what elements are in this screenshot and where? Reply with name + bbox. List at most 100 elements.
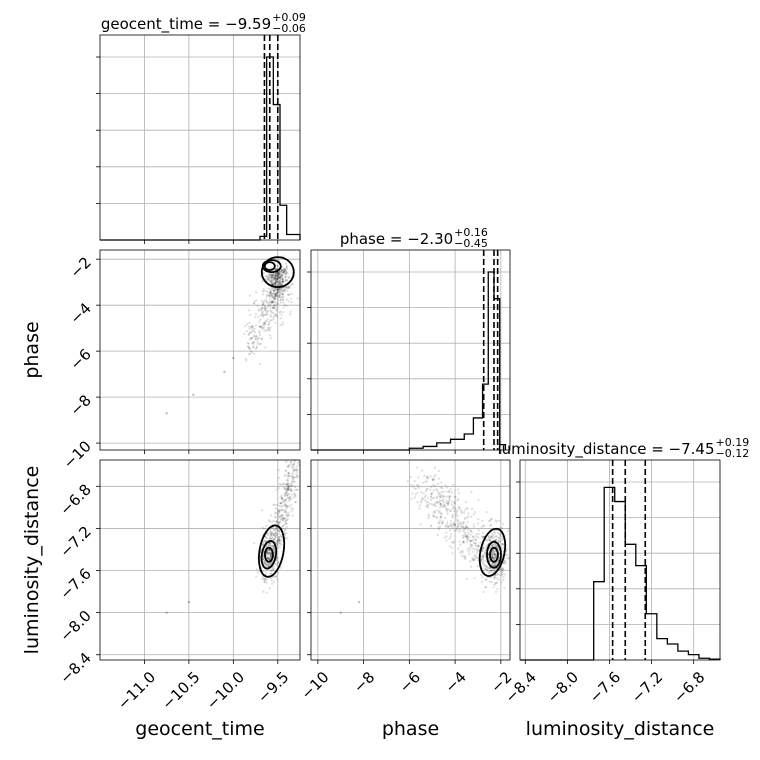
- scatter-point: [223, 370, 226, 374]
- scatter-point: [266, 275, 269, 278]
- scatter-point: [467, 515, 470, 518]
- scatter-point: [483, 564, 487, 567]
- scatter-point: [272, 520, 276, 523]
- scatter-point: [291, 282, 294, 285]
- scatter-point: [447, 497, 451, 500]
- scatter-point: [275, 281, 278, 284]
- scatter-point: [285, 532, 288, 535]
- scatter-point: [454, 495, 457, 499]
- scatter-point: [497, 536, 500, 539]
- scatter-point: [274, 277, 277, 280]
- scatter-point: [275, 526, 278, 529]
- scatter-point: [283, 502, 286, 505]
- scatter-point: [339, 611, 342, 614]
- scatter-point: [437, 469, 441, 473]
- scatter-point: [269, 556, 272, 559]
- scatter-point: [444, 524, 447, 527]
- x-axis-label-luminosity_distance: luminosity_distance: [526, 718, 715, 740]
- scatter-point: [271, 301, 275, 304]
- scatter-point: [254, 335, 258, 338]
- scatter-point: [286, 286, 289, 289]
- scatter-point: [472, 556, 475, 560]
- scatter-point: [281, 518, 284, 521]
- scatter-point: [480, 555, 483, 558]
- scatter-point: [456, 519, 460, 522]
- scatter-panel-phase_vs_luminosity_distance: [307, 459, 514, 664]
- scatter-point: [273, 282, 276, 285]
- scatter-point: [456, 525, 460, 528]
- hist-panel-phase: [307, 249, 511, 454]
- title-lower-error: −0.45: [454, 237, 488, 250]
- scatter-point: [272, 289, 275, 292]
- scatter-point: [470, 490, 473, 494]
- scatter-point: [277, 288, 280, 291]
- scatter-point: [278, 293, 282, 296]
- scatter-point: [481, 554, 485, 558]
- scatter-point: [278, 538, 281, 541]
- scatter-point: [298, 463, 300, 467]
- scatter-point: [487, 536, 491, 539]
- x-tick-label-phase: −6: [396, 668, 424, 696]
- scatter-point: [278, 514, 281, 517]
- scatter-point: [482, 531, 485, 534]
- scatter-point: [467, 536, 470, 539]
- scatter-point: [284, 287, 288, 290]
- scatter-point: [462, 541, 465, 544]
- scatter-point: [471, 557, 474, 561]
- scatter-point: [263, 580, 266, 584]
- scatter-point: [489, 570, 493, 573]
- scatter-point: [277, 276, 281, 279]
- scatter-point: [279, 299, 282, 302]
- scatter-point: [481, 549, 484, 552]
- scatter-point: [282, 306, 285, 309]
- scatter-point: [490, 517, 494, 520]
- scatter-point: [273, 297, 276, 301]
- scatter-point: [274, 294, 277, 297]
- scatter-point: [447, 502, 450, 505]
- scatter-point: [462, 530, 465, 533]
- scatter-point: [269, 553, 273, 556]
- scatter-point: [275, 303, 279, 306]
- scatter-point: [446, 512, 449, 516]
- scatter-point: [267, 327, 270, 330]
- scatter-point: [406, 479, 409, 483]
- scatter-point: [294, 495, 297, 498]
- scatter-point: [491, 544, 494, 547]
- scatter-point: [269, 554, 272, 557]
- scatter-point: [464, 557, 467, 560]
- scatter-point: [280, 496, 284, 499]
- scatter-point: [265, 536, 268, 539]
- scatter-point: [462, 540, 465, 544]
- scatter-point: [491, 550, 494, 553]
- scatter-point: [416, 500, 419, 504]
- scatter-point: [296, 488, 299, 491]
- scatter-point: [278, 275, 281, 278]
- scatter-point: [261, 290, 264, 293]
- scatter-point: [493, 583, 496, 586]
- scatter-point: [266, 301, 269, 304]
- scatter-point: [255, 346, 258, 349]
- scatter-point: [268, 532, 271, 535]
- scatter-point: [291, 507, 295, 511]
- scatter-point: [474, 538, 478, 541]
- scatter-point: [280, 505, 283, 508]
- scatter-point: [245, 329, 248, 333]
- scatter-point: [458, 506, 461, 509]
- scatter-point: [265, 552, 269, 555]
- scatter-point: [274, 291, 277, 295]
- scatter-point: [293, 480, 296, 483]
- scatter-point: [265, 581, 268, 584]
- histogram-phase: [311, 271, 507, 451]
- scatter-point: [293, 476, 297, 479]
- scatter-point: [282, 301, 285, 304]
- scatter-point: [248, 325, 251, 328]
- scatter-point: [272, 275, 275, 278]
- scatter-point: [278, 541, 281, 544]
- scatter-point: [512, 567, 514, 569]
- scatter-point: [460, 554, 463, 557]
- scatter-point: [292, 480, 295, 483]
- scatter-point: [281, 269, 284, 272]
- scatter-point: [269, 310, 272, 313]
- scatter-point: [252, 325, 255, 328]
- scatter-point: [280, 290, 283, 293]
